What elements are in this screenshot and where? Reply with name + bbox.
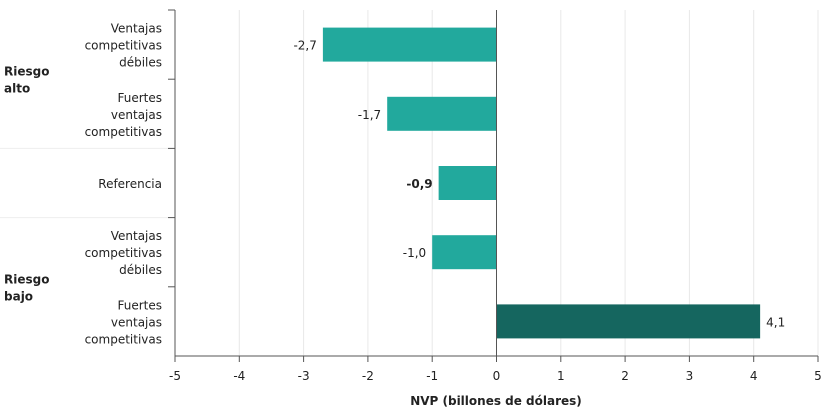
bar — [387, 96, 497, 131]
x-tick-label: -5 — [169, 369, 181, 383]
x-tick-label: 2 — [621, 369, 629, 383]
category-label: Fuertes — [117, 298, 162, 312]
group-label: Riesgo — [4, 65, 49, 79]
group-label: alto — [4, 82, 30, 96]
category-label: débiles — [119, 263, 162, 277]
category-label: Ventajas — [111, 22, 162, 36]
category-label: Fuertes — [117, 91, 162, 105]
group-label: bajo — [4, 289, 33, 303]
x-tick-label: -3 — [298, 369, 310, 383]
x-tick-label: 4 — [750, 369, 758, 383]
category-label: competitivas — [85, 125, 162, 139]
x-tick-label: 1 — [557, 369, 565, 383]
category-label: Ventajas — [111, 229, 162, 243]
data-label: -0,9 — [406, 177, 432, 191]
category-label: competitivas — [85, 39, 162, 53]
bar — [438, 166, 497, 200]
data-label: 4,1 — [766, 315, 785, 329]
x-tick-label: 3 — [686, 369, 694, 383]
x-tick-label: 5 — [814, 369, 822, 383]
category-label: débiles — [119, 56, 162, 70]
category-label: competitivas — [85, 332, 162, 346]
data-label: -1,7 — [358, 108, 381, 122]
category-label: ventajas — [111, 108, 162, 122]
category-label: competitivas — [85, 246, 162, 260]
category-label: ventajas — [111, 315, 162, 329]
x-tick-label: 0 — [493, 369, 501, 383]
category-label: Referencia — [98, 177, 162, 191]
bar — [322, 27, 497, 62]
group-label: Riesgo — [4, 272, 49, 286]
x-axis-label: NVP (billones de dólares) — [410, 394, 582, 408]
bar — [432, 235, 497, 270]
data-label: -2,7 — [293, 39, 316, 53]
x-tick-label: -2 — [362, 369, 374, 383]
data-label: -1,0 — [403, 246, 426, 260]
x-tick-label: -1 — [426, 369, 438, 383]
bar — [496, 304, 761, 339]
x-tick-label: -4 — [233, 369, 245, 383]
